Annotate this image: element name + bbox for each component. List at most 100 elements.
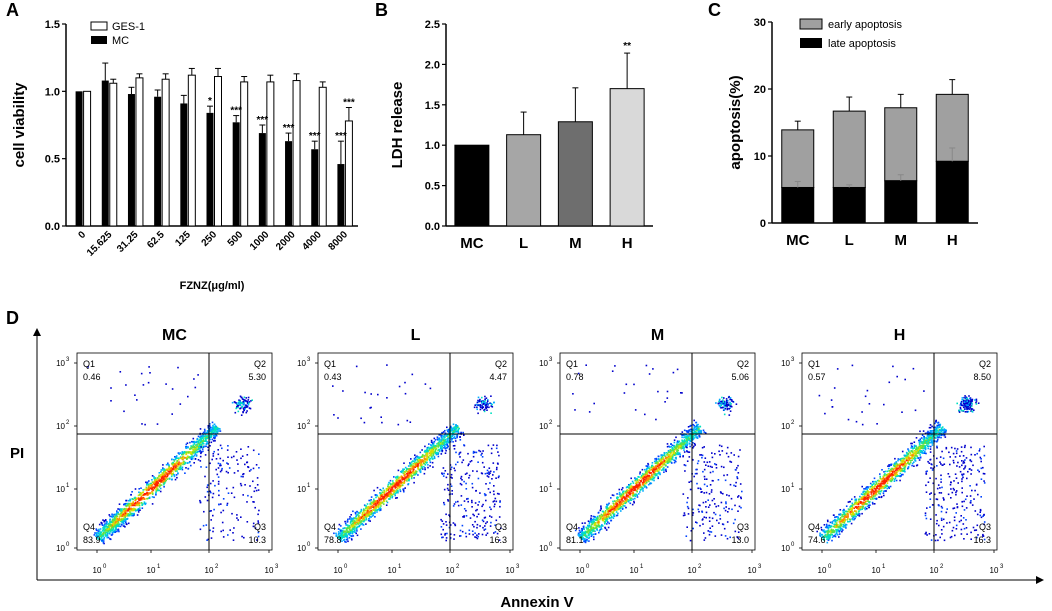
flow-dot-q4	[380, 489, 383, 492]
flow-dot-q4	[390, 489, 393, 491]
flow-dot-q4	[689, 430, 692, 433]
flow-dot-q3	[736, 536, 738, 538]
flow-dot-q4	[345, 535, 347, 538]
flow-dot-q4	[422, 468, 424, 470]
flow-dot-q4	[620, 503, 623, 505]
flow-dot-q4	[361, 515, 364, 518]
flow-dot-q3	[252, 501, 254, 503]
flow-dot-q4	[454, 425, 457, 428]
flow-dot-q4	[640, 476, 642, 478]
flow-dot-q4	[646, 465, 649, 467]
flow-dot-q4	[412, 474, 415, 476]
flow-dot-q4	[674, 459, 676, 462]
flow-dot-q4	[629, 483, 631, 486]
flow-dot-q4	[401, 479, 404, 481]
flow-dot-q4	[109, 529, 111, 532]
flow-dot-q3	[498, 539, 501, 541]
flow-dot-q4	[390, 486, 392, 489]
flow-dot-q4	[654, 465, 656, 468]
flow-dot-q4	[148, 487, 151, 489]
flow-dot-q4	[394, 485, 396, 487]
flow-dot-q3	[237, 519, 239, 521]
flow-dot-q4	[669, 453, 672, 455]
flow-dot-q4	[204, 437, 206, 439]
flow-dot-q4	[610, 497, 612, 499]
flow-dot-q4	[647, 474, 650, 477]
flow-dot-q3	[704, 478, 706, 480]
flow-dot-q4	[646, 474, 648, 476]
flow-dot-q3	[442, 475, 445, 477]
flow-dot-q4	[121, 508, 123, 510]
flow-dot-q4	[627, 494, 629, 497]
flow-dot-q4	[636, 484, 639, 486]
flow-dot-q4	[453, 428, 456, 431]
flow-dot-q4	[630, 477, 632, 480]
flow-dot-q4	[192, 457, 194, 460]
flow-dot-q4	[630, 497, 633, 500]
flow-dot-q4	[588, 533, 591, 535]
flow-dot-q4	[117, 508, 119, 510]
flow-dot-q3	[469, 517, 472, 519]
flow-dot-q4	[455, 429, 457, 431]
flow-dot-q4	[691, 437, 694, 439]
flow-dot-q4	[120, 512, 122, 515]
flow-dot-q4	[109, 525, 111, 528]
flow-dot-q4	[424, 450, 426, 453]
flow-dot-q4	[115, 516, 118, 519]
flow-dot-q4	[367, 519, 370, 522]
flow-dot-q3	[474, 520, 476, 523]
flow-dot-q1	[429, 387, 432, 390]
flow-dot-q4	[114, 531, 117, 533]
flow-dot-q4	[138, 498, 140, 500]
flow-dot-q3	[474, 536, 476, 538]
flow-dot-q4	[396, 484, 398, 486]
flow-dot-q4	[420, 463, 422, 465]
flow-dot-q4	[127, 522, 130, 525]
flow-dot-q4	[151, 475, 154, 477]
flow-dot-q3	[465, 482, 467, 485]
flow-dot-q4	[444, 438, 447, 441]
flow-dot-q4	[395, 489, 398, 491]
flow-dot-q4	[447, 436, 449, 438]
flow-dot-q4	[423, 463, 425, 465]
flow-dot-q4	[146, 482, 148, 484]
flow-dot-q3	[714, 535, 717, 537]
flow-dot-q4	[149, 492, 151, 494]
chart-c-bar-early	[781, 129, 815, 188]
flow-dot-q3	[739, 449, 741, 451]
flow-dot-q3	[455, 463, 457, 466]
flow-dot-q3	[702, 518, 704, 520]
flow-dot-q4	[658, 466, 660, 469]
chart-a-legend-swatch-ges1	[90, 21, 108, 31]
flow-dot-q3	[490, 521, 492, 524]
flow-dot-q2	[235, 402, 237, 404]
flow-dot-q4	[622, 494, 625, 496]
flow-dot-q4	[109, 530, 112, 533]
flow-xtick-exponent: 1	[398, 564, 402, 570]
chart-a-xtick-label: 31.25	[115, 229, 141, 255]
flow-dot-q3	[709, 504, 711, 506]
flow-dot-q4	[630, 488, 633, 491]
flow-dot-q4	[693, 419, 695, 422]
flow-dot-q4	[153, 482, 155, 484]
flow-dot-q3	[442, 467, 445, 469]
flow-dot-q4	[128, 506, 131, 508]
flow-dot-q4	[451, 429, 454, 431]
flow-dot-q4	[681, 440, 684, 442]
flow-dot-q4	[601, 524, 603, 526]
flow-dot-q3	[735, 481, 737, 484]
flow-dot-q4	[197, 459, 200, 461]
flow-dot-q3	[227, 445, 229, 447]
flow-dot-q4	[660, 454, 662, 457]
flow-dot-q4	[639, 491, 641, 493]
flow-dot-q3	[690, 530, 693, 532]
flow-dot-q4	[338, 534, 341, 537]
flow-dot-q4	[200, 435, 202, 437]
flow-dot-q4	[354, 520, 356, 522]
flow-dot-q4	[442, 436, 445, 438]
flow-dot-q3	[218, 494, 220, 497]
flow-dot-q4	[622, 500, 624, 502]
flow-dot-q1	[424, 383, 427, 385]
chart-b-ylabel: LDH release	[389, 82, 406, 169]
flow-dot-q3	[202, 450, 204, 453]
